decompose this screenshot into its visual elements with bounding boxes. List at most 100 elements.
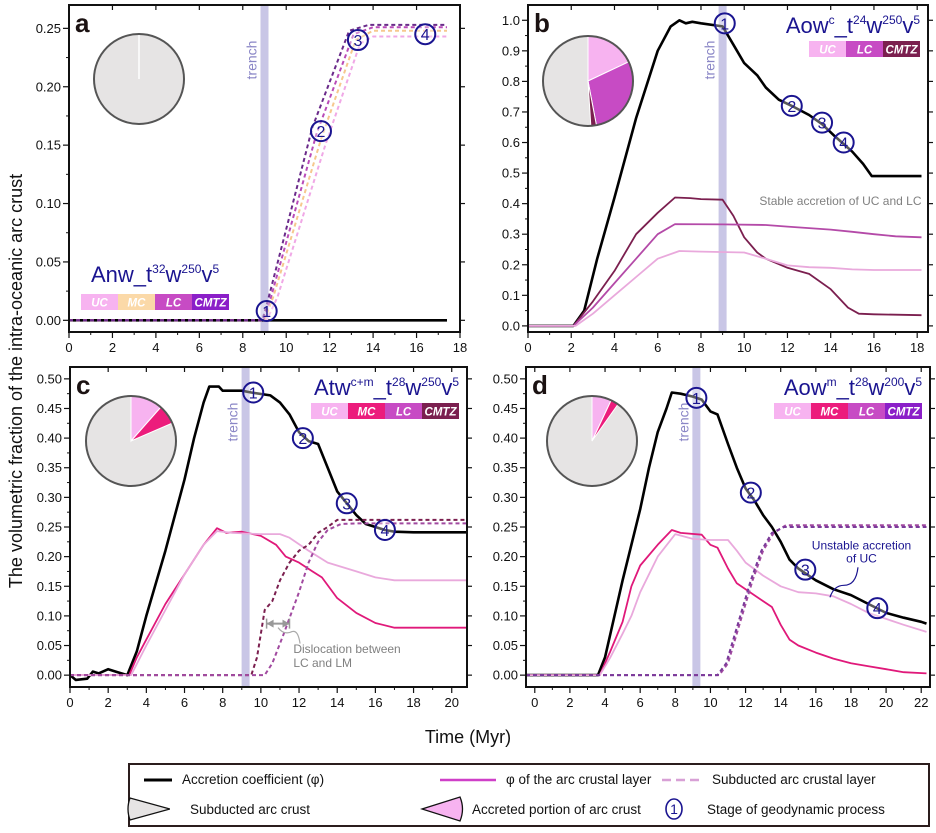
stage-marker-1: 1 <box>242 381 265 404</box>
x-tick-label: 6 <box>637 695 644 710</box>
x-tick-label: 12 <box>780 340 794 355</box>
y-tick-label: 0.20 <box>36 79 61 94</box>
legend-item-layer-phi: φ of the arc crustal layer <box>440 772 651 787</box>
y-tick-label: 0.20 <box>493 549 518 564</box>
y-tick-label: 0.00 <box>36 313 61 328</box>
pink-pie-wedge-icon <box>420 796 464 822</box>
series-line-accretion-coefficient <box>70 385 467 682</box>
pie-chart <box>542 35 634 127</box>
x-tick-label: 6 <box>181 695 188 710</box>
series-line-subducted-mc <box>526 524 927 677</box>
y-tick-label: 0.15 <box>37 579 62 594</box>
trench-band <box>718 5 727 332</box>
legend-label: Subducted arc crustal layer <box>712 772 876 787</box>
layer-key-cmtz: CMTZ <box>422 403 459 419</box>
panel-letter: d <box>532 370 548 400</box>
annotation-leader <box>829 567 859 598</box>
stage-number: 3 <box>342 496 351 513</box>
stage-circle <box>794 558 817 581</box>
pie-outline <box>93 33 185 125</box>
y-tick-label: 0.30 <box>493 490 518 505</box>
layer-key-swatch <box>809 41 846 57</box>
legend-label: Accretion coefficient (φ) <box>182 772 325 787</box>
model-title-sup: c+m <box>351 375 374 389</box>
model-title: Aowc_t24w250v5 <box>786 13 920 38</box>
x-tick-label: 20 <box>444 695 458 710</box>
y-tick-label: 0.15 <box>493 579 518 594</box>
x-tick-label: 8 <box>219 695 226 710</box>
layer-key-label: LC <box>396 407 412 419</box>
stage-circle <box>291 427 314 450</box>
y-tick-label: 0.50 <box>37 371 62 386</box>
plot-frame <box>527 4 929 333</box>
series-line-accretion-coefficient <box>528 19 922 328</box>
model-title-part: Aow <box>786 13 829 38</box>
x-tick-label: 16 <box>867 340 881 355</box>
stage-marker-4: 4 <box>832 131 855 154</box>
legend-item-stage: 1 Stage of geodynamic process <box>663 797 885 821</box>
model-title-sup: 250 <box>421 375 441 389</box>
layer-key-cmtz: CMTZ <box>883 41 920 57</box>
x-tick-label: 6 <box>654 340 661 355</box>
stage-marker-2: 2 <box>780 94 803 117</box>
pie-chart <box>85 395 177 487</box>
stage-circle <box>866 597 889 620</box>
x-tick-label: 2 <box>568 340 575 355</box>
series-line-subducted-lc <box>69 26 447 322</box>
model-title-part: Anw_t <box>91 262 152 287</box>
layer-key-label: LC <box>166 298 182 310</box>
y-tick-label: 0.15 <box>36 138 61 153</box>
y-tick-label: 0.25 <box>493 520 518 535</box>
stage-number: 1 <box>249 385 258 402</box>
model-title-part: w <box>165 262 182 287</box>
stage-marker-4: 4 <box>373 518 396 541</box>
solid-black-line-icon <box>144 778 172 781</box>
layer-key-lc: LC <box>155 294 192 310</box>
annotation-text: of UC <box>846 552 877 566</box>
model-title-part: v <box>441 375 452 400</box>
svg-text:1: 1 <box>670 801 678 817</box>
stage-circle <box>811 111 834 134</box>
model-title-part: w <box>404 375 421 400</box>
series-line-uc <box>70 530 467 676</box>
x-tick-label: 0 <box>524 340 531 355</box>
y-tick-label: 0.10 <box>36 196 61 211</box>
layer-key-swatch <box>385 403 422 419</box>
x-tick-label: 10 <box>737 340 751 355</box>
stage-number: 1 <box>720 16 729 33</box>
y-tick-label: 0.35 <box>37 460 62 475</box>
x-tick-label: 0 <box>66 695 73 710</box>
y-tick-label: 0.25 <box>37 520 62 535</box>
y-tick-label: 0.5 <box>502 166 520 181</box>
layer-key-label: LC <box>857 45 873 57</box>
layer-key-lc: LC <box>385 403 422 419</box>
series-line-subducted-lc <box>70 522 467 677</box>
model-title-sup: 28 <box>392 375 406 389</box>
x-axis-label: Time (Myr) <box>425 727 511 747</box>
layer-key-label: UC <box>321 407 338 419</box>
stage-circle <box>242 381 265 404</box>
x-tick-label: 2 <box>566 695 573 710</box>
legend-item-accreted-portion: Accreted portion of arc crust <box>420 795 641 823</box>
x-tick-label: 2 <box>105 695 112 710</box>
legend-item-accretion-coefficient: Accretion coefficient (φ) <box>144 772 324 787</box>
stage-circle <box>335 492 358 515</box>
model-title-sup: 5 <box>452 375 459 389</box>
legend-item-subducted-arc-crust: Subducted arc crust <box>126 796 310 822</box>
y-tick-label: 0.7 <box>502 104 520 119</box>
model-title: Atwc+m_t28w250v5 <box>314 375 459 400</box>
x-tick-label: 18 <box>406 695 420 710</box>
x-tick-label: 12 <box>292 695 306 710</box>
y-axis-label: The volumetric fraction of the intra-oce… <box>6 174 26 588</box>
annotation-text: LC and LM <box>293 656 352 670</box>
layer-key-swatch <box>81 294 118 310</box>
solid-magenta-line-icon <box>440 778 496 781</box>
x-tick-label: 8 <box>697 340 704 355</box>
y-tick-label: 0.1 <box>502 288 520 303</box>
stage-marker-3: 3 <box>335 492 358 515</box>
y-tick-label: 0.50 <box>493 371 518 386</box>
stage-number: 2 <box>317 124 326 141</box>
layer-key-swatch <box>422 403 459 419</box>
